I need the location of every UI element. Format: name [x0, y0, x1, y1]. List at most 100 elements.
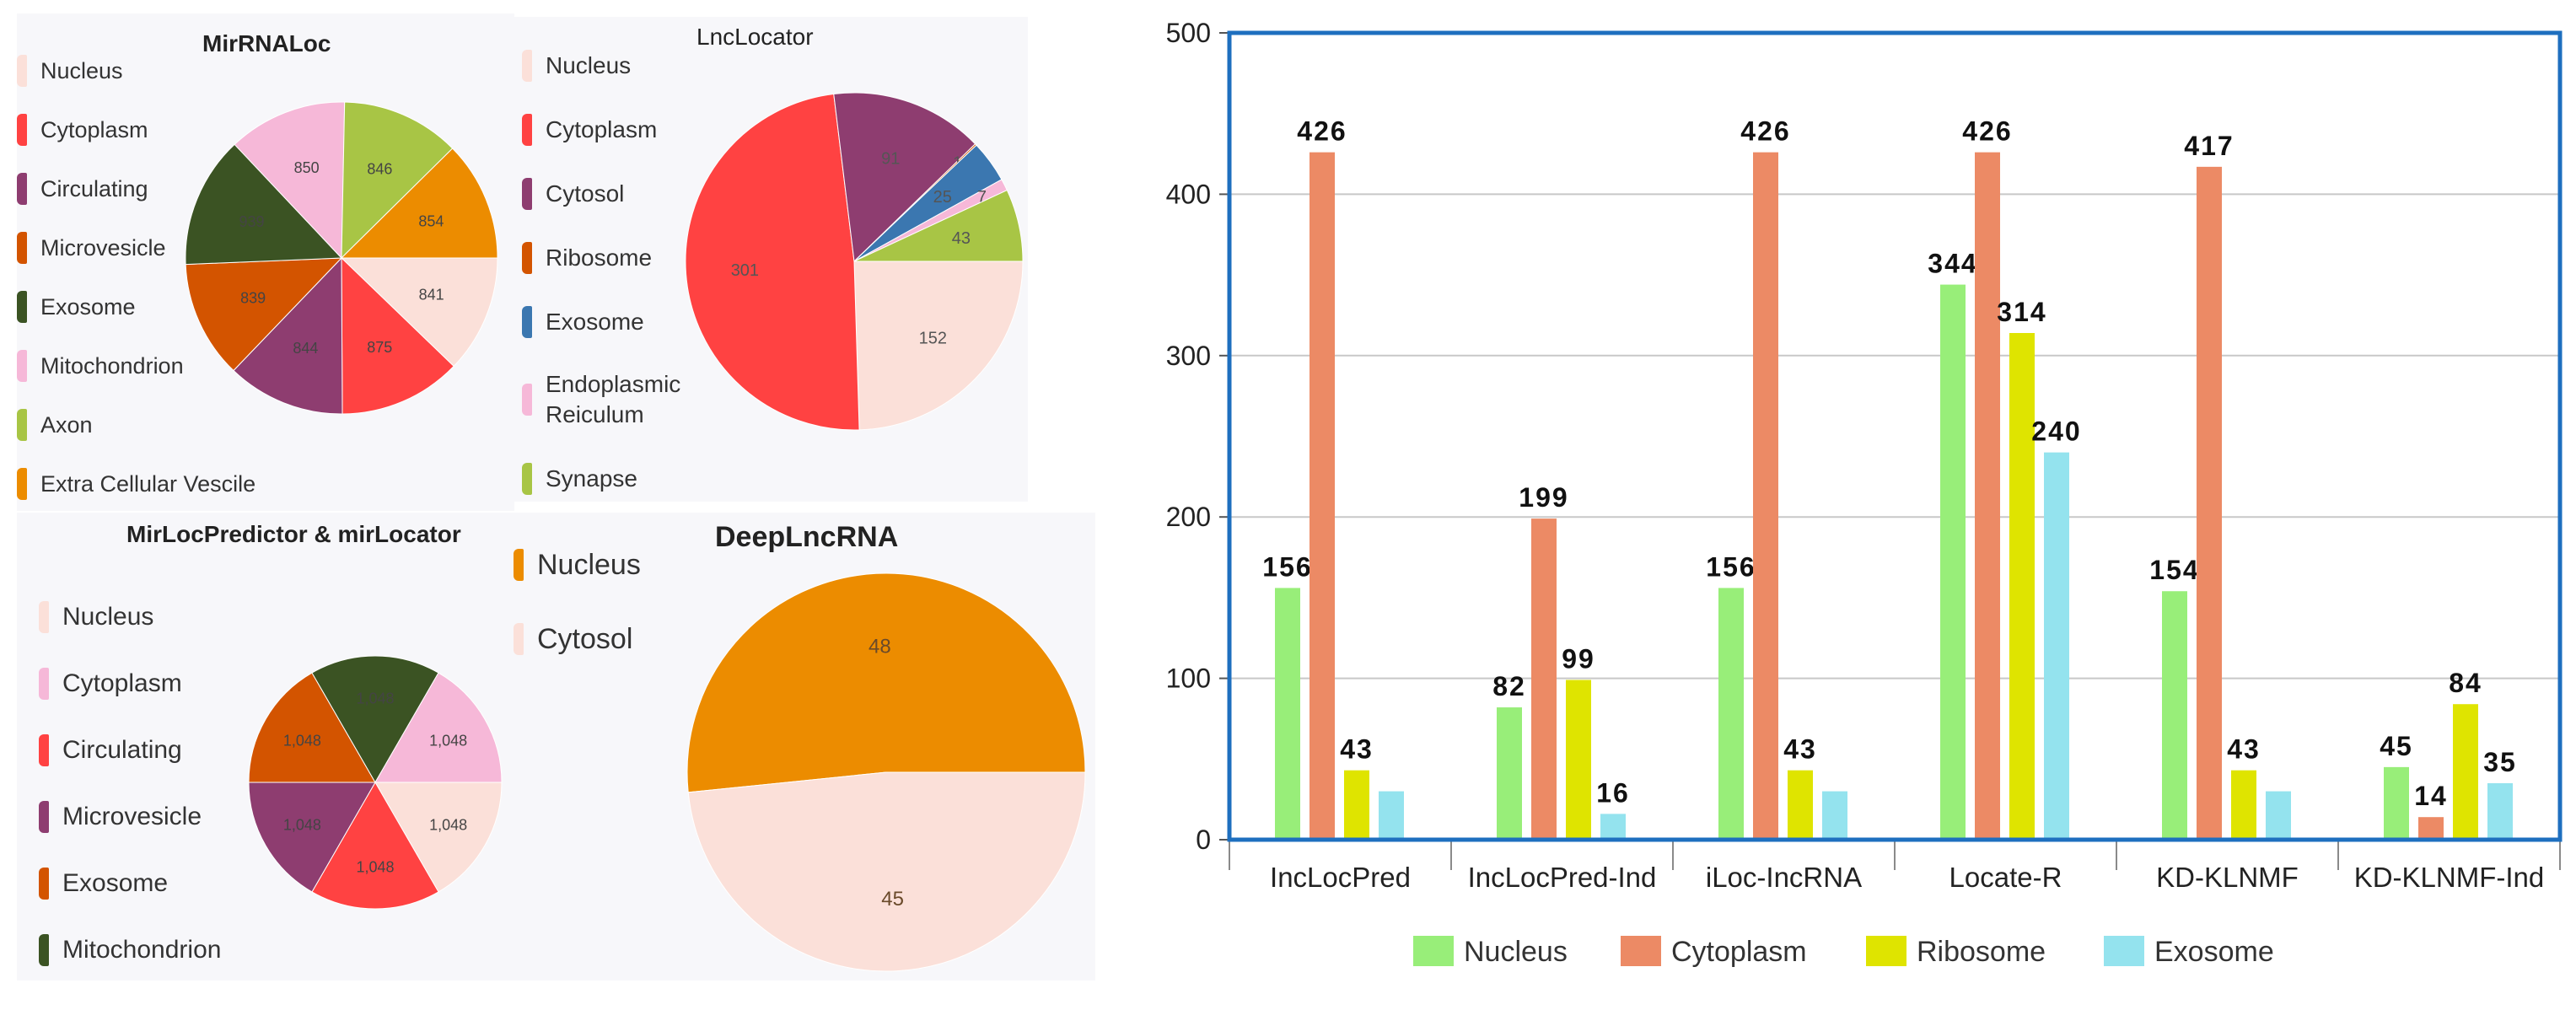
legend-item-microvesicle: Microvesicle — [17, 229, 166, 266]
pie-slice-nucleus — [853, 261, 1024, 431]
bar-nucleus-locate-r — [1940, 284, 1966, 841]
bar-ribosome-iloc-lncrna — [1788, 770, 1813, 840]
bar-value-label: 154 — [2149, 555, 2199, 585]
legend-swatch — [522, 242, 532, 274]
pie-slice-mitochondrion — [374, 672, 503, 783]
bar-cytoplasm-iloc-lncrna — [1753, 152, 1778, 841]
legend-swatch-cytoplasm — [1621, 936, 1661, 966]
legend-item-nucleus: Nucleus — [522, 47, 631, 84]
bar-value-label: 84 — [2449, 668, 2482, 698]
bar-value-label: 45 — [2380, 731, 2413, 761]
pie-slice-exosome — [311, 655, 439, 783]
pie-value-label: 1,048 — [356, 690, 394, 706]
legend-swatch — [17, 55, 27, 87]
pie-panel-mirrnaloc: MirRNALoc Nucleus Cytoplasm Circulating Mic… — [17, 13, 514, 511]
pie-value-label: 850 — [294, 159, 320, 176]
pie-slice-microvesicle — [248, 672, 376, 783]
bar-value-label: 35 — [2483, 747, 2517, 777]
legend-label: Exosome — [40, 293, 136, 320]
legend-label-cytoplasm: Cytoplasm — [1671, 936, 1807, 968]
bar-nucleus-kd-klnmf-ind — [2384, 766, 2409, 840]
legend-label: Nucleus — [537, 548, 641, 581]
pie-value-label: 846 — [367, 161, 392, 178]
legend-label: Synapse — [546, 465, 637, 492]
pie-chart-mirlocpredictor: 1,048 1,048 1,048 1,048 1,048 1,048 — [248, 655, 503, 910]
pie-slice-extra-cellular-vescile — [340, 148, 498, 259]
bar-value-label: 156 — [1706, 551, 1756, 582]
legend-swatch — [39, 734, 49, 766]
pie-value-label: 45 — [881, 888, 904, 911]
legend-item-circulating: Circulating — [39, 732, 182, 769]
bar-value-label: 426 — [1962, 116, 2012, 147]
bar-cytoplasm-lnclocpred — [1310, 152, 1335, 841]
x-tick-label: IncLocPred-Ind — [1468, 862, 1657, 893]
legend-item-cytosol: Cytosol — [514, 621, 632, 658]
legend-label: Nucleus — [62, 603, 154, 631]
bar-ribosome-lnclocpred — [1344, 770, 1369, 840]
bar-exosome-lnclocpred-ind — [1600, 814, 1626, 840]
legend-label: Nucleus — [40, 57, 123, 83]
pie-value-label: 48 — [869, 636, 891, 658]
pie-slice-cytoplasm — [311, 781, 439, 910]
bar-cytoplasm-lnclocpred-ind — [1531, 518, 1557, 840]
legend-label: Circulating — [62, 736, 182, 764]
pie-slice-axon — [341, 101, 454, 260]
legend-swatch — [522, 463, 532, 495]
pie-chart-lnclocator: 15230191125743 — [685, 92, 1024, 431]
pie-slice-synapse — [853, 189, 1024, 262]
pie-title: MirRNALoc — [202, 30, 331, 56]
bar-nucleus-iloc-lncrna — [1718, 588, 1744, 840]
legend-item-exosome: Exosome — [17, 288, 136, 325]
bar-cytoplasm-kd-klnmf — [2197, 166, 2222, 840]
pie-value-label: 1,048 — [429, 816, 467, 833]
legend-swatch — [39, 668, 49, 700]
y-tick-label: 500 — [1166, 18, 1211, 48]
legend-item-nucleus: Nucleus — [39, 599, 153, 636]
bar-nucleus-lnclocpred-ind — [1497, 707, 1522, 840]
legend-item-ribosome: Ribosome — [522, 239, 652, 277]
pie-slice-nucleus — [340, 257, 498, 368]
legend-label: Axon — [40, 411, 93, 438]
pie-value-label: 1,048 — [283, 732, 321, 749]
legend-swatch — [17, 468, 27, 500]
bar-value-label: 314 — [1997, 297, 2046, 327]
y-tick-label: 100 — [1166, 663, 1211, 694]
pie-value-label: 1,048 — [356, 858, 394, 875]
bar-value-label: 43 — [1340, 734, 1374, 765]
pie-slice-circulating — [248, 782, 376, 893]
legend-swatch — [17, 409, 27, 441]
pie-panel-lnclocator: LncLocator Nucleus Cytoplasm Cytosol Riboso… — [508, 17, 1028, 502]
legend-swatch — [17, 114, 27, 146]
legend-swatch — [17, 173, 27, 205]
legend-item-microvesicle: Microvesicle — [39, 798, 202, 835]
legend-swatch — [17, 291, 27, 323]
bar-value-label: 426 — [1297, 116, 1347, 147]
pie-value-label: 301 — [731, 261, 759, 280]
bar-cytoplasm-locate-r — [1975, 152, 2000, 841]
legend-label: Cytosol — [537, 622, 633, 655]
pie-value-label: 91 — [881, 149, 900, 168]
bar-exosome-kd-klnmf — [2266, 791, 2291, 840]
y-tick-label: 400 — [1166, 179, 1211, 209]
pie-slice-microvesicle — [186, 257, 343, 372]
legend-item-exosome: Exosome — [522, 304, 644, 341]
pie-slice-cytosol — [833, 92, 976, 263]
legend-label: Ribosome — [546, 244, 653, 271]
bar-exosome-iloc-lncrna — [1822, 791, 1847, 840]
legend-item-circulating: Circulating — [17, 170, 148, 207]
bar-ribosome-lnclocpred-ind — [1566, 680, 1591, 840]
legend-swatch — [522, 114, 532, 146]
bar-ribosome-kd-klnmf — [2231, 770, 2256, 840]
pie-value-label: 152 — [919, 330, 947, 348]
pie-slice-cytoplasm — [341, 256, 454, 415]
legend-label: Cytoplasm — [546, 116, 658, 142]
pie-slice-exosome — [186, 143, 343, 266]
pie-value-label: 43 — [952, 229, 971, 248]
legend-swatch — [39, 801, 49, 833]
legend-item-nucleus: Nucleus — [514, 546, 641, 583]
pie-slice-circulating — [233, 256, 343, 415]
pie-value-label: 844 — [293, 340, 318, 357]
legend-item-extra-cellular-vescile: Extra Cellular Vescile — [17, 465, 255, 502]
legend-swatch — [514, 549, 524, 581]
bar-value-label: 82 — [1492, 671, 1526, 701]
